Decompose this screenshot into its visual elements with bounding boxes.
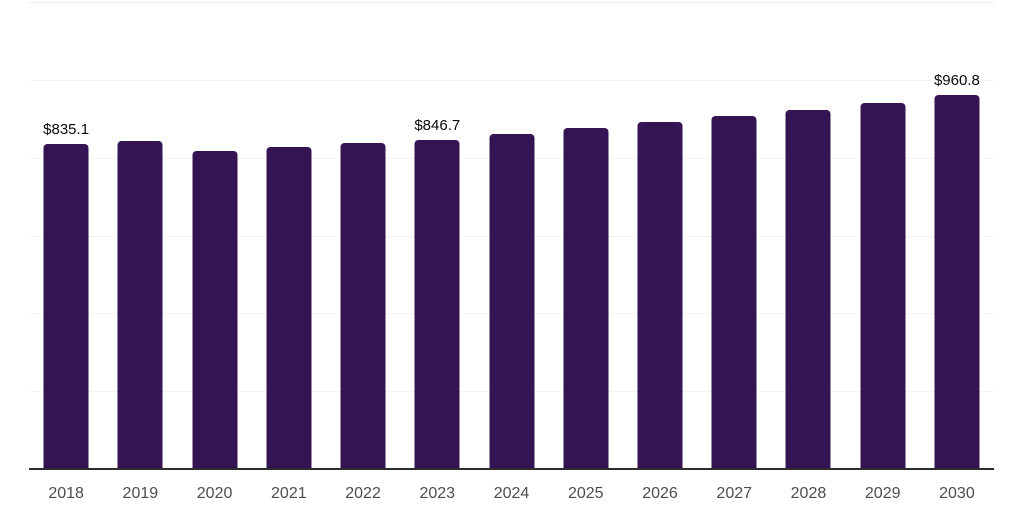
x-tick-label-2030: 2030 <box>939 485 975 502</box>
bar-slot-2025 <box>549 0 623 470</box>
bar-2018 <box>43 144 89 469</box>
x-tick-label-2029: 2029 <box>864 485 901 502</box>
x-tick-label-2024: 2024 <box>493 485 530 502</box>
bar-slot-2019 <box>103 0 177 470</box>
x-tick-label-2026: 2026 <box>642 485 678 502</box>
bar-slot-2030: $960.8 <box>920 0 994 470</box>
x-tick-label-2023: 2023 <box>419 485 456 502</box>
bar-2022 <box>340 143 386 469</box>
bar-2020 <box>192 151 238 469</box>
bar-slot-2020 <box>177 0 251 470</box>
bar-slot-2023: $846.7 <box>400 0 474 470</box>
bar-value-label-2030: $960.8 <box>933 72 980 90</box>
x-axis-line <box>29 468 994 470</box>
bar-2019 <box>117 140 163 469</box>
bar-2030 <box>934 95 980 469</box>
bar-2026 <box>637 122 683 469</box>
bar-2029 <box>860 102 906 469</box>
bar-2023 <box>414 139 460 469</box>
x-tick-label-2022: 2022 <box>345 485 381 502</box>
plot-area: $835.1 $846.7 $960.8 <box>29 0 994 470</box>
bar-2025 <box>563 128 609 469</box>
x-tick-label-2018: 2018 <box>48 485 84 502</box>
bar-slot-2029 <box>846 0 920 470</box>
x-tick-label-2019: 2019 <box>122 485 159 502</box>
bar-slot-2018: $835.1 <box>29 0 103 470</box>
bar-2028 <box>785 109 831 469</box>
bar-slot-2028 <box>771 0 845 470</box>
x-tick-label-2020: 2020 <box>196 485 233 502</box>
bar-2021 <box>266 147 312 469</box>
bar-slot-2024 <box>474 0 548 470</box>
x-tick-label-2027: 2027 <box>716 485 753 502</box>
x-tick-label-2025: 2025 <box>567 485 604 502</box>
bars-row: $835.1 $846.7 $960.8 <box>29 0 994 470</box>
bar-value-label-2023: $846.7 <box>414 116 461 134</box>
x-tick-label-2028: 2028 <box>790 485 827 502</box>
x-axis-tick-labels: 2018 2019 2020 2021 2022 2023 2024 2025 2026 2027… <box>29 484 994 503</box>
bar-slot-2027 <box>697 0 771 470</box>
bar-slot-2026 <box>623 0 697 470</box>
bar-slot-2021 <box>252 0 326 470</box>
bar-value-label-2018: $835.1 <box>43 121 90 138</box>
bar-2027 <box>711 116 757 469</box>
bar-slot-2022 <box>326 0 400 470</box>
bar-2024 <box>489 133 535 469</box>
x-tick-label-2021: 2021 <box>271 485 307 502</box>
